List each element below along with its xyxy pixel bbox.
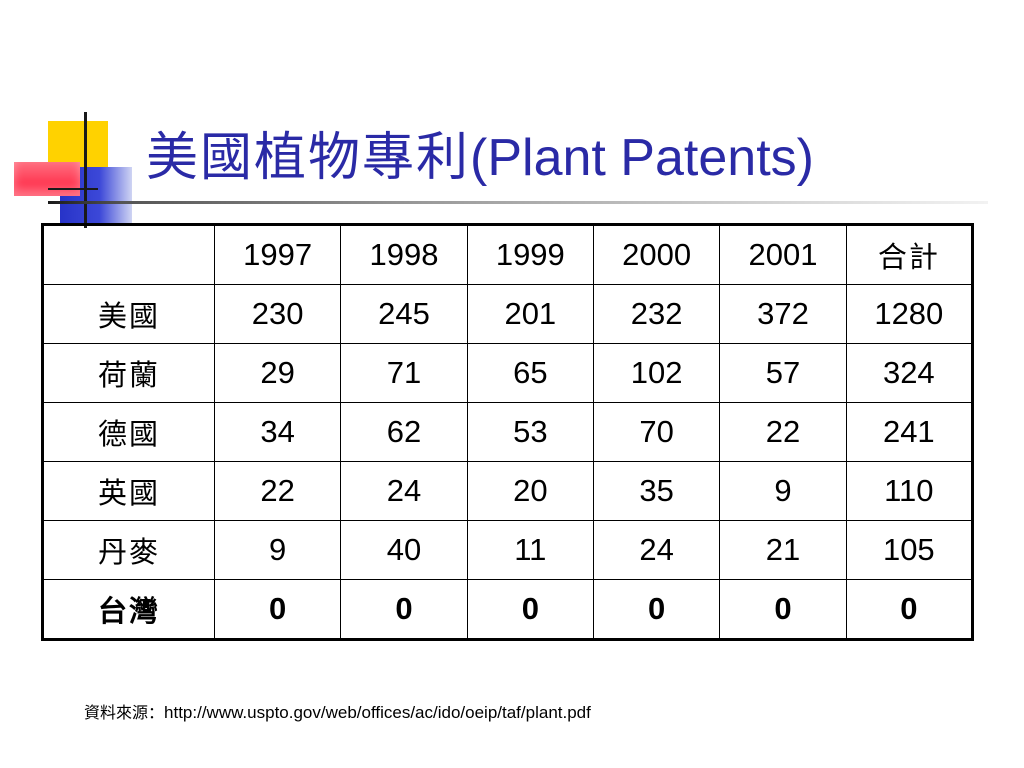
table-row-highlighted: 台灣 0 0 0 0 0 0	[42, 579, 974, 640]
table-cell: 230	[213, 284, 342, 344]
table-cell: 11	[466, 520, 594, 580]
table-cell: 0	[592, 579, 721, 640]
table-cell: 24	[592, 520, 721, 580]
plant-patents-table: 1997 1998 1999 2000 2001 合計 美國 230 245 2…	[41, 223, 974, 641]
table-cell: 34	[213, 402, 342, 462]
slide-title: 美國植物專利(Plant Patents)	[146, 126, 814, 190]
table-cell-total: 1280	[845, 284, 974, 344]
source-url: http://www.uspto.gov/web/offices/ac/ido/…	[164, 703, 591, 722]
table-cell: 245	[340, 284, 468, 344]
table-cell: 20	[466, 461, 594, 521]
vertical-rule-decoration	[84, 112, 87, 228]
table-cell: 71	[340, 343, 468, 403]
table-cell: 232	[592, 284, 721, 344]
header-cell-1997: 1997	[213, 224, 342, 285]
table-cell-total: 105	[845, 520, 974, 580]
table-cell: 0	[213, 579, 342, 640]
table-cell: 0	[466, 579, 594, 640]
source-label: 資料來源：	[84, 703, 165, 722]
table-row: 德國 34 62 53 70 22 241	[42, 402, 974, 462]
row-label: 德國	[42, 402, 215, 462]
table-cell: 21	[719, 520, 847, 580]
title-chinese: 美國植物專利	[146, 128, 471, 188]
header-cell-2001: 2001	[719, 224, 847, 285]
table-cell: 0	[719, 579, 847, 640]
table-cell: 201	[466, 284, 594, 344]
row-label: 英國	[42, 461, 215, 521]
table-cell: 9	[213, 520, 342, 580]
table-cell: 40	[340, 520, 468, 580]
table-cell: 22	[213, 461, 342, 521]
source-citation: 資料來源：http://www.uspto.gov/web/offices/ac…	[84, 699, 591, 723]
red-bar-decoration	[14, 162, 80, 196]
table-cell: 24	[340, 461, 468, 521]
table-row: 英國 22 24 20 35 9 110	[42, 461, 974, 521]
header-cell-total: 合計	[845, 224, 974, 285]
row-label: 美國	[42, 284, 215, 344]
table-cell-total: 0	[845, 579, 974, 640]
header-cell-2000: 2000	[592, 224, 721, 285]
row-label: 台灣	[42, 579, 215, 640]
table-cell: 62	[340, 402, 468, 462]
table-cell-total: 110	[845, 461, 974, 521]
table-cell: 0	[340, 579, 468, 640]
table-cell-total: 324	[845, 343, 974, 403]
short-rule-decoration	[48, 188, 98, 190]
table-cell: 53	[466, 402, 594, 462]
header-cell-1998: 1998	[340, 224, 468, 285]
table-row: 荷蘭 29 71 65 102 57 324	[42, 343, 974, 403]
header-cell-corner	[42, 224, 215, 285]
table-cell: 9	[719, 461, 847, 521]
table-cell: 22	[719, 402, 847, 462]
table-header-row: 1997 1998 1999 2000 2001 合計	[42, 224, 974, 285]
row-label: 荷蘭	[42, 343, 215, 403]
row-label: 丹麥	[42, 520, 215, 580]
table-row: 美國 230 245 201 232 372 1280	[42, 284, 974, 344]
table-cell: 65	[466, 343, 594, 403]
table-cell-total: 241	[845, 402, 974, 462]
header-cell-1999: 1999	[466, 224, 594, 285]
table-cell: 372	[719, 284, 847, 344]
table-cell: 70	[592, 402, 721, 462]
table-cell: 29	[213, 343, 342, 403]
title-underline-rule	[48, 201, 988, 204]
table-cell: 35	[592, 461, 721, 521]
table-row: 丹麥 9 40 11 24 21 105	[42, 520, 974, 580]
title-english: (Plant Patents)	[470, 129, 814, 187]
table-cell: 102	[592, 343, 721, 403]
table-cell: 57	[719, 343, 847, 403]
